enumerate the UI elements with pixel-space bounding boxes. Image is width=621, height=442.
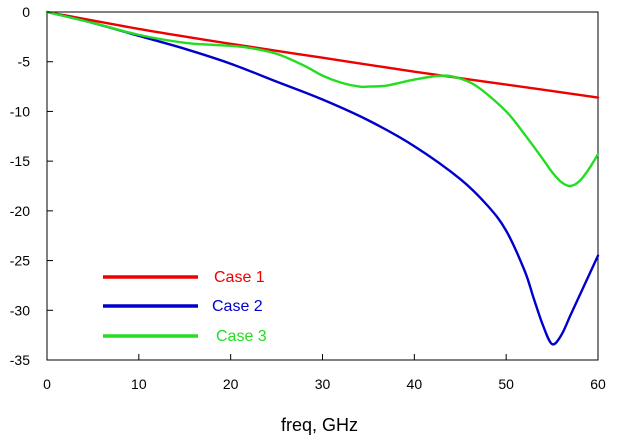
y-tick-label: -15 [10,153,30,169]
x-tick-label: 20 [223,376,239,392]
y-axis-ticks: 0 -5 -10 -15 -20 -25 -30 -35 [10,4,53,368]
x-tick-label: 10 [131,376,147,392]
legend: Case 1 Case 2 Case 3 [103,269,267,345]
legend-entry-case-1: Case 1 [103,269,265,286]
series-line-case-3 [45,10,600,188]
x-axis-ticks: 0 10 20 30 40 50 60 [43,354,606,392]
y-tick-label: 0 [22,4,30,20]
series-line-case-2 [45,10,600,346]
plot-frame [46,11,599,361]
x-tick-label: 0 [43,376,51,392]
series-layer [45,10,600,346]
y-tick-label: -35 [10,352,30,368]
x-tick-label: 40 [407,376,423,392]
x-tick-label: 60 [590,376,606,392]
legend-label: Case 2 [212,298,263,315]
y-tick-label: -5 [18,54,31,70]
x-tick-label: 50 [498,376,514,392]
y-tick-label: -30 [10,302,30,318]
y-tick-label: -10 [10,103,30,119]
x-tick-label: 30 [315,376,331,392]
legend-label: Case 3 [216,328,267,345]
y-tick-label: -25 [10,253,30,269]
legend-entry-case-3: Case 3 [103,328,267,345]
plot-area [45,10,600,361]
x-axis-title: freq, GHz [281,415,358,435]
series-line-case-1 [45,10,600,99]
legend-label: Case 1 [214,269,265,286]
y-tick-label: -20 [10,203,30,219]
legend-entry-case-2: Case 2 [103,298,263,315]
